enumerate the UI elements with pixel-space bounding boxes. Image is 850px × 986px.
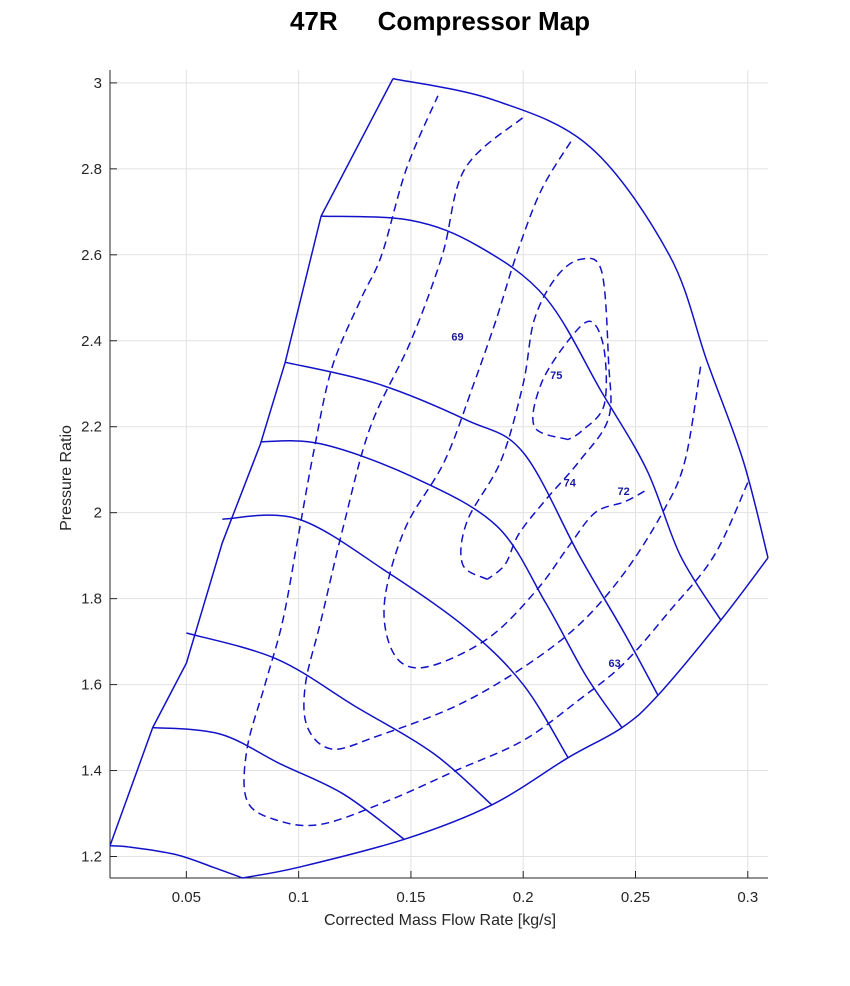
x-tick-label: 0.05 bbox=[172, 889, 201, 906]
speed-line bbox=[152, 726, 405, 840]
y-tick-label: 3 bbox=[94, 75, 102, 92]
curves bbox=[109, 77, 769, 879]
y-tick-label: 1.8 bbox=[81, 591, 102, 608]
y-tick-label: 1.6 bbox=[81, 677, 102, 694]
x-tick-label: 0.2 bbox=[513, 889, 534, 906]
y-tick-label: 2.2 bbox=[81, 419, 102, 436]
y-axis-label: Pressure Ratio bbox=[58, 425, 75, 531]
efficiency-contour-63 bbox=[243, 95, 749, 827]
efficiency-label-75: 75 bbox=[550, 370, 562, 382]
efficiency-label-72: 72 bbox=[618, 486, 630, 498]
choke-line bbox=[242, 557, 769, 879]
x-tick-label: 0.3 bbox=[737, 889, 758, 906]
speed-line bbox=[186, 632, 493, 806]
grid bbox=[110, 70, 768, 878]
speed-line bbox=[285, 361, 659, 696]
efficiency-label-69: 69 bbox=[451, 331, 463, 343]
min-speed-line bbox=[109, 845, 243, 879]
efficiency-labels: 75 74 72 69 63 bbox=[451, 331, 629, 670]
x-tick-label: 0.25 bbox=[621, 889, 650, 906]
x-tick-label: 0.1 bbox=[288, 889, 309, 906]
y-tick-label: 2.6 bbox=[81, 247, 102, 264]
y-tick-label: 2 bbox=[94, 505, 102, 522]
max-speed-line bbox=[392, 77, 769, 558]
efficiency-contour-72 bbox=[383, 138, 645, 669]
y-tick-label: 1.4 bbox=[81, 763, 102, 780]
y-tick-label: 2.4 bbox=[81, 333, 102, 350]
speed-line bbox=[260, 440, 623, 729]
chart-title-left: 47R bbox=[289, 6, 338, 36]
speed-line bbox=[222, 514, 569, 759]
efficiency-contour-74 bbox=[460, 257, 612, 580]
axes: 0.05 0.1 0.15 0.2 0.25 0.3 1.2 1.4 1.6 1.8 2 2.2 2.4… bbox=[81, 70, 768, 906]
chart-title: 47R Compressor Map bbox=[0, 6, 850, 37]
chart-title-right: Compressor Map bbox=[377, 6, 591, 36]
y-tick-label: 1.2 bbox=[81, 849, 102, 866]
speed-line bbox=[321, 215, 722, 621]
x-tick-label: 0.15 bbox=[396, 889, 425, 906]
x-axis-label: Corrected Mass Flow Rate [kg/s] bbox=[324, 912, 556, 929]
surge-line bbox=[109, 78, 394, 847]
y-tick-label: 2.8 bbox=[81, 161, 102, 178]
efficiency-contour-69 bbox=[303, 116, 702, 750]
efficiency-label-74: 74 bbox=[564, 478, 577, 490]
efficiency-label-63: 63 bbox=[609, 658, 621, 670]
efficiency-contour-75 bbox=[532, 320, 608, 441]
